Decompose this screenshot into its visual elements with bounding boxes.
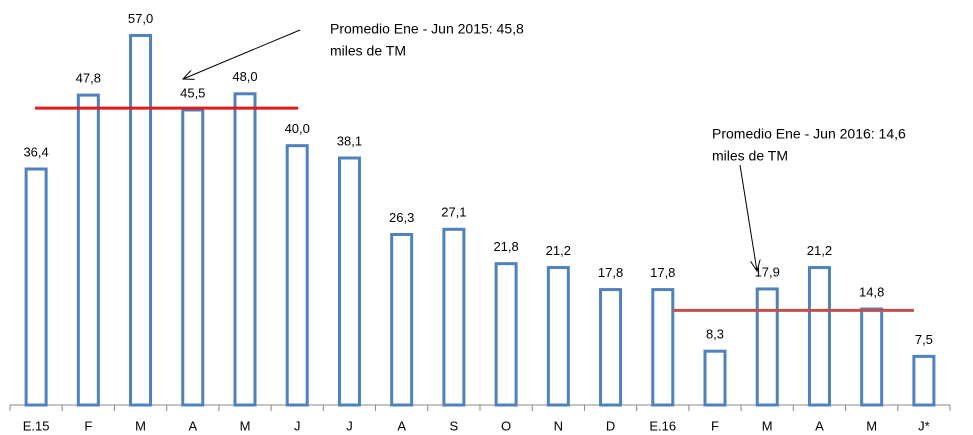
bar (807, 266, 831, 407)
value-label: 8,3 (706, 327, 724, 342)
value-label: 17,8 (650, 265, 675, 280)
bar (181, 108, 205, 407)
x-tick-label: F (711, 418, 719, 433)
value-label: 48,0 (232, 69, 257, 84)
value-label: 47,8 (76, 71, 101, 86)
value-label: 27,1 (441, 205, 466, 220)
value-label: 38,1 (337, 133, 362, 148)
bar (24, 167, 48, 407)
value-label: 57,0 (128, 11, 153, 26)
bar (755, 287, 779, 407)
x-tick-label: J (294, 418, 301, 433)
value-label: 17,8 (598, 265, 623, 280)
bar (337, 156, 361, 407)
bar (129, 33, 153, 407)
x-tick-label: E.15 (23, 418, 50, 433)
bar (442, 227, 466, 407)
annotation-text: miles de TM (712, 148, 788, 164)
x-tick-label: D (606, 418, 615, 433)
bar (390, 232, 414, 407)
value-label: 17,9 (755, 264, 780, 279)
annotation-arrow (739, 164, 757, 271)
bar (651, 288, 675, 407)
x-tick-label: A (397, 418, 406, 433)
x-tick-label: A (815, 418, 824, 433)
x-tick-label: J (346, 418, 353, 433)
bar (233, 92, 257, 407)
bar (912, 354, 936, 407)
value-label: 21,2 (546, 243, 571, 258)
x-tick-label: J* (918, 418, 930, 433)
value-label: 26,3 (389, 210, 414, 225)
x-tick-label: A (188, 418, 197, 433)
value-label: 40,0 (285, 121, 310, 136)
bar (703, 349, 727, 407)
bar (546, 266, 570, 407)
value-label: 36,4 (23, 144, 48, 159)
bar (860, 307, 884, 407)
x-tick-label: M (762, 418, 773, 433)
x-tick-label: N (554, 418, 563, 433)
bar (76, 93, 100, 407)
value-label: 21,8 (493, 239, 518, 254)
value-label: 21,2 (807, 243, 832, 258)
bar (285, 144, 309, 407)
annotation-text: Promedio Ene - Jun 2016: 14,6 (712, 126, 906, 142)
x-tick-label: M (240, 418, 251, 433)
value-label: 14,8 (859, 284, 884, 299)
annotation-text: miles de TM (330, 43, 406, 59)
annotation-arrow (183, 29, 301, 79)
x-tick-label: M (866, 418, 877, 433)
bar (494, 262, 518, 407)
annotation-text: Promedio Ene - Jun 2015: 45,8 (330, 21, 524, 37)
x-tick-label: S (450, 418, 459, 433)
x-tick-label: O (501, 418, 511, 433)
x-tick-label: M (135, 418, 146, 433)
bar (599, 288, 623, 407)
x-tick-label: E.16 (649, 418, 676, 433)
value-label: 7,5 (915, 332, 933, 347)
x-tick-label: F (84, 418, 92, 433)
value-label: 45,5 (180, 85, 205, 100)
